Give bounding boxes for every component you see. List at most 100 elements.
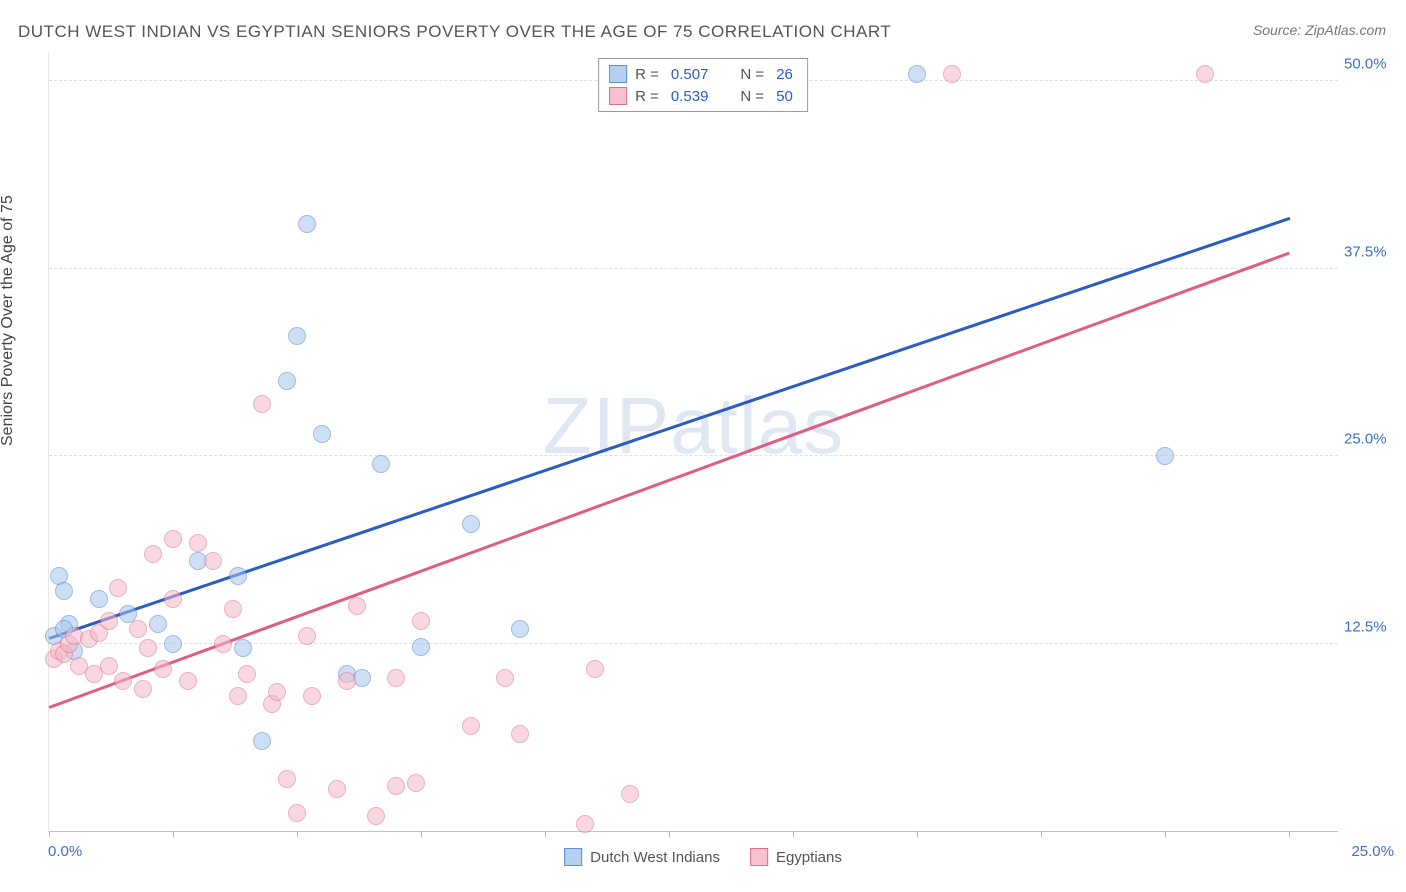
data-point <box>1196 65 1214 83</box>
data-point <box>288 804 306 822</box>
data-point <box>114 672 132 690</box>
x-tick-mark <box>297 831 298 837</box>
data-point <box>367 807 385 825</box>
data-point <box>253 395 271 413</box>
x-tick-mark <box>545 831 546 837</box>
data-point <box>224 600 242 618</box>
data-point <box>298 627 316 645</box>
data-point <box>387 777 405 795</box>
data-point <box>100 657 118 675</box>
data-point <box>496 669 514 687</box>
data-point <box>278 372 296 390</box>
data-point <box>372 455 390 473</box>
source-attribution: Source: ZipAtlas.com <box>1253 22 1386 38</box>
data-point <box>229 567 247 585</box>
legend-row: R = 0.539 N = 50 <box>609 85 797 107</box>
y-tick-label: 37.5% <box>1344 243 1400 260</box>
data-point <box>139 639 157 657</box>
data-point <box>621 785 639 803</box>
legend-r-value: 0.539 <box>671 88 709 105</box>
x-tick-mark <box>173 831 174 837</box>
legend-n-value: 26 <box>776 66 793 83</box>
data-point <box>90 590 108 608</box>
data-point <box>154 660 172 678</box>
legend-n-label: N = <box>740 66 764 83</box>
legend-label: Egyptians <box>776 849 842 866</box>
data-point <box>298 215 316 233</box>
data-point <box>328 780 346 798</box>
data-point <box>412 638 430 656</box>
gridline-h <box>49 455 1338 456</box>
data-point <box>229 687 247 705</box>
x-axis-min-label: 0.0% <box>48 843 82 860</box>
data-point <box>189 534 207 552</box>
legend-n-label: N = <box>740 88 764 105</box>
data-point <box>214 635 232 653</box>
data-point <box>134 680 152 698</box>
data-point <box>288 327 306 345</box>
data-point <box>303 687 321 705</box>
data-point <box>204 552 222 570</box>
y-tick-label: 25.0% <box>1344 431 1400 448</box>
legend-r-label: R = <box>635 66 659 83</box>
legend-row: R = 0.507 N = 26 <box>609 63 797 85</box>
data-point <box>253 732 271 750</box>
data-point <box>908 65 926 83</box>
trend-line <box>49 251 1290 708</box>
x-tick-mark <box>917 831 918 837</box>
data-point <box>100 612 118 630</box>
y-tick-label: 12.5% <box>1344 618 1400 635</box>
chart-title: DUTCH WEST INDIAN VS EGYPTIAN SENIORS PO… <box>18 22 891 42</box>
legend-r-label: R = <box>635 88 659 105</box>
data-point <box>164 530 182 548</box>
x-tick-mark <box>793 831 794 837</box>
data-point <box>164 590 182 608</box>
legend-swatch <box>609 87 627 105</box>
data-point <box>348 597 366 615</box>
data-point <box>129 620 147 638</box>
data-point <box>338 672 356 690</box>
data-point <box>943 65 961 83</box>
data-point <box>313 425 331 443</box>
watermark: ZIPatlas <box>543 380 844 472</box>
data-point <box>109 579 127 597</box>
x-axis-max-label: 25.0% <box>1351 843 1394 860</box>
legend-r-value: 0.507 <box>671 66 709 83</box>
data-point <box>164 635 182 653</box>
data-point <box>55 582 73 600</box>
data-point <box>586 660 604 678</box>
data-point <box>462 515 480 533</box>
data-point <box>238 665 256 683</box>
x-tick-mark <box>1289 831 1290 837</box>
data-point <box>576 815 594 833</box>
y-axis-label: Seniors Poverty Over the Age of 75 <box>0 195 17 446</box>
data-point <box>268 683 286 701</box>
correlation-legend: R = 0.507 N = 26 R = 0.539 N = 50 <box>598 58 808 112</box>
legend-label: Dutch West Indians <box>590 849 720 866</box>
data-point <box>511 620 529 638</box>
series-legend: Dutch West Indians Egyptians <box>564 848 842 866</box>
legend-swatch <box>750 848 768 866</box>
data-point <box>234 639 252 657</box>
x-tick-mark <box>1041 831 1042 837</box>
data-point <box>144 545 162 563</box>
legend-item: Dutch West Indians <box>564 848 720 866</box>
legend-item: Egyptians <box>750 848 842 866</box>
data-point <box>1156 447 1174 465</box>
data-point <box>407 774 425 792</box>
y-tick-label: 50.0% <box>1344 56 1400 73</box>
data-point <box>387 669 405 687</box>
x-tick-mark <box>1165 831 1166 837</box>
data-point <box>179 672 197 690</box>
data-point <box>278 770 296 788</box>
chart-plot-area: ZIPatlas 12.5%25.0%37.5%50.0% <box>48 52 1338 832</box>
legend-n-value: 50 <box>776 88 793 105</box>
x-tick-mark <box>421 831 422 837</box>
x-tick-mark <box>669 831 670 837</box>
legend-swatch <box>609 65 627 83</box>
data-point <box>511 725 529 743</box>
legend-swatch <box>564 848 582 866</box>
x-tick-mark <box>49 831 50 837</box>
data-point <box>149 615 167 633</box>
data-point <box>462 717 480 735</box>
